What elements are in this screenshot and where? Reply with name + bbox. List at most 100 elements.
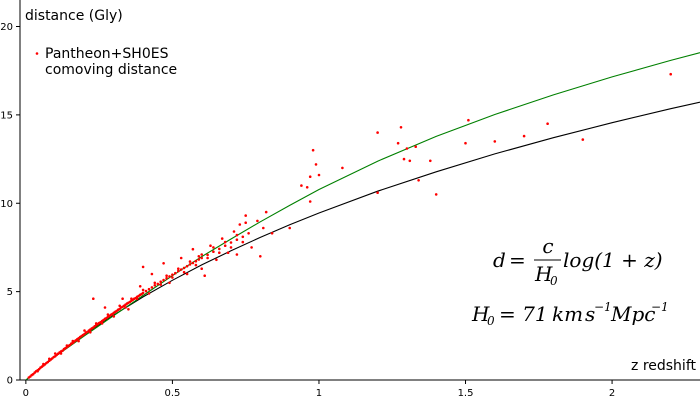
data-point bbox=[112, 315, 116, 318]
x-tick-label: 2 bbox=[609, 388, 615, 399]
data-point bbox=[182, 266, 186, 270]
data-point bbox=[48, 357, 51, 361]
data-point bbox=[250, 246, 253, 249]
data-point bbox=[229, 241, 233, 244]
formula-annotation: d = c H 0 log(1 + z) H 0 = 71 km s −1 Mp… bbox=[471, 234, 669, 328]
data-point bbox=[235, 238, 239, 241]
data-point bbox=[59, 352, 63, 355]
data-point bbox=[177, 267, 180, 271]
data-point bbox=[118, 304, 121, 308]
hubble-mpc: Mpc bbox=[610, 302, 655, 326]
data-point bbox=[218, 247, 221, 251]
data-point bbox=[153, 281, 157, 285]
data-point bbox=[317, 173, 321, 177]
data-point bbox=[311, 148, 315, 152]
data-point bbox=[162, 262, 165, 265]
data-point bbox=[100, 322, 104, 325]
data-point bbox=[162, 278, 165, 282]
series-line-2 bbox=[25, 52, 700, 381]
data-point bbox=[177, 269, 180, 273]
x-tick-label: 0.5 bbox=[164, 388, 180, 399]
data-point bbox=[179, 268, 183, 271]
x-tick-label: 1.5 bbox=[458, 388, 474, 399]
data-point bbox=[467, 118, 470, 122]
formula-d: d bbox=[493, 248, 506, 272]
data-point bbox=[300, 184, 303, 187]
data-point bbox=[197, 258, 201, 261]
data-point bbox=[185, 272, 189, 276]
formula-c: c bbox=[542, 234, 553, 258]
data-point bbox=[156, 282, 160, 286]
data-point bbox=[185, 264, 189, 268]
data-point bbox=[153, 284, 157, 287]
x-axis-label: z redshift bbox=[631, 358, 696, 374]
data-point bbox=[522, 134, 526, 138]
data-points bbox=[27, 72, 672, 379]
x-tick-label: 1 bbox=[316, 388, 322, 399]
data-point bbox=[232, 230, 236, 233]
data-point bbox=[147, 292, 151, 295]
data-point bbox=[77, 339, 80, 343]
data-point bbox=[244, 221, 247, 224]
data-point bbox=[376, 191, 379, 194]
data-point bbox=[200, 256, 203, 260]
data-point bbox=[159, 283, 162, 286]
data-point bbox=[191, 247, 195, 251]
data-point bbox=[94, 322, 98, 325]
data-point bbox=[194, 263, 198, 267]
data-point bbox=[121, 297, 124, 301]
data-point bbox=[209, 244, 212, 247]
data-point bbox=[194, 259, 198, 263]
data-point bbox=[141, 291, 145, 295]
data-point bbox=[408, 159, 412, 163]
y-tick-label: 0 bbox=[7, 376, 13, 387]
data-point bbox=[147, 287, 151, 291]
data-point bbox=[150, 286, 154, 289]
data-point bbox=[200, 267, 203, 271]
formula-equals: = bbox=[509, 248, 526, 272]
data-point bbox=[130, 297, 133, 301]
data-point bbox=[124, 306, 127, 309]
legend-marker-pantheon bbox=[35, 52, 39, 55]
formula-h0-h: H bbox=[534, 262, 553, 286]
data-point bbox=[434, 193, 438, 196]
data-point bbox=[314, 163, 318, 166]
data-point bbox=[191, 261, 195, 265]
data-point bbox=[238, 223, 242, 226]
data-point bbox=[241, 235, 245, 239]
data-point bbox=[150, 272, 154, 276]
y-tick-label: 15 bbox=[0, 110, 13, 121]
data-point bbox=[200, 253, 203, 256]
data-point bbox=[171, 276, 174, 279]
data-point bbox=[402, 157, 406, 161]
data-point bbox=[288, 226, 292, 230]
series-line-1 bbox=[25, 101, 700, 381]
data-point bbox=[259, 254, 262, 258]
data-point bbox=[235, 233, 239, 237]
data-point bbox=[168, 275, 171, 278]
data-point bbox=[138, 285, 142, 288]
data-point bbox=[308, 200, 312, 203]
data-point bbox=[270, 232, 274, 235]
y-axis: 0 5 10 15 20 distance (Gly) bbox=[0, 0, 123, 387]
data-point bbox=[141, 265, 145, 269]
data-point bbox=[42, 362, 45, 366]
hubble-km: km bbox=[552, 302, 583, 326]
data-point bbox=[223, 240, 227, 244]
data-point bbox=[244, 214, 247, 217]
data-point bbox=[226, 251, 230, 254]
hubble-h: H bbox=[471, 302, 490, 326]
y-tick-label: 20 bbox=[0, 22, 13, 33]
data-point bbox=[396, 141, 400, 145]
x-tick-label: 0 bbox=[23, 388, 29, 399]
y-tick-label: 5 bbox=[7, 287, 13, 298]
data-point bbox=[581, 138, 585, 141]
data-point bbox=[220, 237, 224, 240]
data-point bbox=[546, 122, 549, 125]
data-point bbox=[464, 141, 467, 145]
x-ticks: 0 0.5 1 1.5 2 bbox=[23, 380, 615, 399]
data-point bbox=[36, 369, 39, 373]
y-tick-label: 10 bbox=[0, 199, 13, 210]
data-point bbox=[376, 131, 379, 134]
data-point bbox=[235, 253, 239, 256]
